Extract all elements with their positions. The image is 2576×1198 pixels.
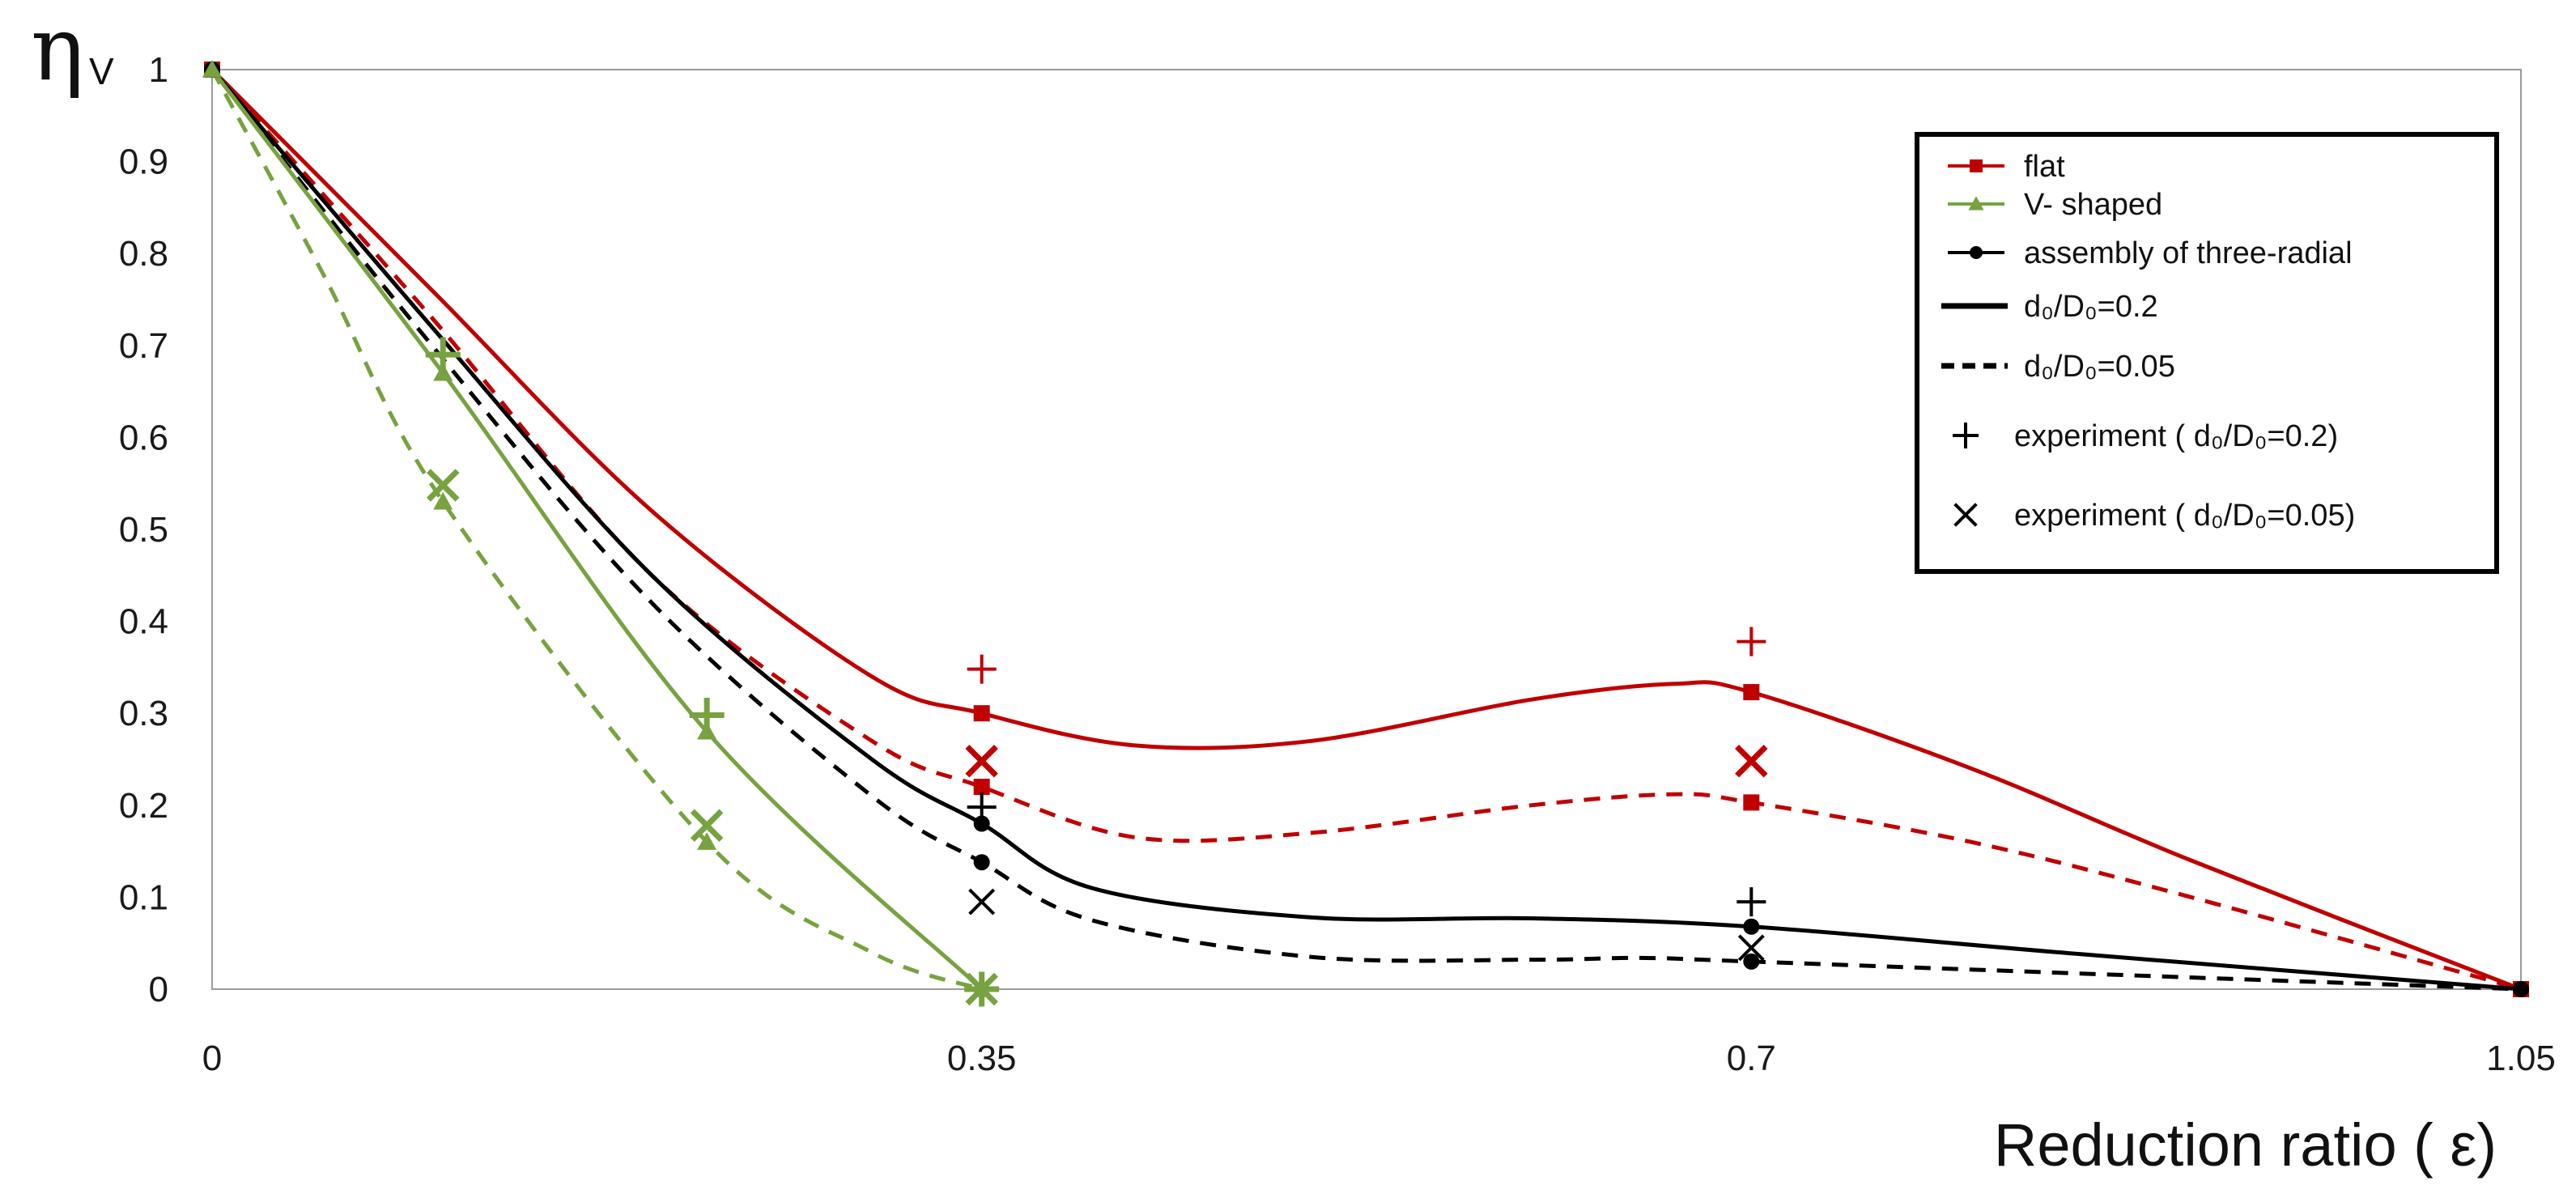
series-point-three-radial [1743, 918, 1760, 935]
experiment-point-v-shaped [426, 469, 460, 502]
series-point-flat [1743, 794, 1760, 811]
x-tick-label: 0.7 [1727, 1039, 1776, 1078]
y-axis-label: η V [31, 0, 114, 100]
series-line-three-radial-0-05 [210, 68, 2522, 992]
y-tick-label: 0.1 [119, 877, 168, 917]
y-axis-label-symbol: η [31, 0, 84, 100]
experiment-point-v-shaped [690, 809, 724, 843]
legend-box [1915, 132, 2499, 574]
legend-label: assembly of three-radial [2024, 236, 2353, 270]
experiment-point-v-shaped [965, 972, 998, 1006]
series-point-flat [1743, 684, 1760, 701]
series-point-three-radial [973, 854, 990, 871]
x-tick-label: 0 [202, 1039, 222, 1078]
legend-label: d₀/D₀=0.2 [2024, 290, 2158, 324]
y-tick-label: 0.6 [119, 418, 168, 457]
y-tick-label: 0.5 [119, 510, 168, 550]
series-point-v-shaped [433, 491, 453, 510]
series-line-v-shaped-0-2 [210, 68, 984, 991]
series-point-v-shaped [697, 832, 717, 850]
y-tick-label: 0.9 [119, 142, 168, 182]
series-point-v-shaped [433, 363, 453, 381]
y-axis-ticks: 0 0.1 0.2 0.3 0.4 0.5 0.6 0.7 0.8 0.9 1 [119, 50, 168, 1009]
experiment-point-v-shaped [689, 697, 725, 733]
y-tick-label: 0.2 [119, 786, 168, 826]
y-tick-label: 0.7 [119, 326, 168, 366]
series-line-flat-0-2 [210, 68, 2522, 992]
legend-swatch-marker [1970, 246, 1983, 259]
y-tick-label: 1 [149, 50, 168, 90]
y-tick-label: 0.3 [119, 694, 168, 733]
experiment-point-three-radial [968, 888, 996, 915]
legend-items: flat V- shaped assembly of three-radial d₀/… [1941, 150, 2355, 533]
x-tick-label: 1.05 [2486, 1039, 2556, 1078]
series-point-three-radial [2513, 981, 2529, 997]
y-tick-label: 0 [149, 970, 168, 1009]
series-point-v-shaped [202, 60, 222, 78]
y-tick-label: 0.8 [119, 234, 168, 274]
legend-swatch-marker [1970, 159, 1983, 172]
legend: flat V- shaped assembly of three-radial d₀/… [1915, 132, 2499, 574]
legend-label: flat [2024, 150, 2065, 184]
experiment-point-three-radial [1737, 934, 1765, 962]
experiment-point-flat [1736, 627, 1766, 656]
legend-label: experiment ( d₀/D₀=0.05) [2014, 499, 2355, 533]
legend-label: d₀/D₀=0.05 [2024, 350, 2175, 384]
series-point-flat [973, 705, 990, 722]
x-axis-label: Reduction ratio ( ε) [1994, 1111, 2497, 1179]
legend-swatch-marker [1953, 503, 1978, 527]
legend-swatch-marker [1968, 196, 1984, 210]
experiment-point-three-radial [967, 792, 997, 822]
experiment-point-v-shaped [425, 337, 461, 372]
experiment-point-flat [967, 654, 997, 684]
y-tick-label: 0.4 [119, 602, 168, 642]
x-tick-label: 0.35 [947, 1039, 1017, 1078]
experiment-point-flat [965, 745, 998, 778]
y-axis-label-subscript: V [89, 50, 114, 92]
legend-label: experiment ( d₀/D₀=0.2) [2014, 419, 2338, 453]
series-line-three-radial-0-2 [210, 68, 2522, 992]
series-point-three-radial [1743, 953, 1760, 970]
series-point-flat [973, 779, 990, 796]
experiment-markers [425, 337, 1768, 1007]
experiment-point-three-radial [1736, 887, 1766, 917]
series-curves [210, 68, 2522, 992]
legend-swatch-marker [1953, 423, 1979, 448]
series-point-three-radial [973, 815, 990, 832]
x-axis-ticks: 0 0.35 0.7 1.05 [202, 1039, 2556, 1078]
series-line-v-shaped-0-05 [210, 68, 983, 992]
experiment-point-flat [1735, 745, 1768, 778]
legend-label: V- shaped [2024, 188, 2162, 222]
